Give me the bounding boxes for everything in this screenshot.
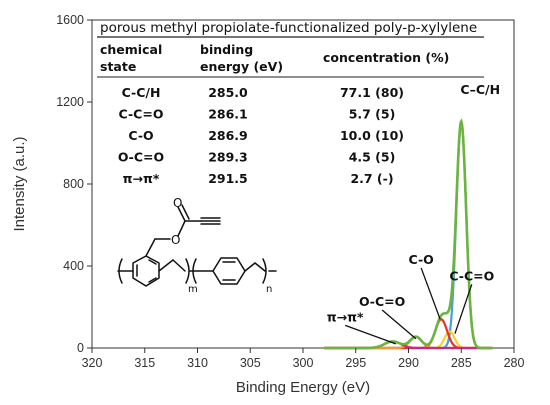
backbone-right-c	[254, 262, 266, 272]
x-tick-label: 305	[240, 356, 261, 370]
header-binding-energy-2: energy (eV)	[200, 59, 283, 74]
header-chemical-state-2: state	[100, 59, 136, 74]
backbone-mid-a	[158, 259, 174, 272]
annotation-label: C-O	[409, 252, 434, 267]
y-axis-label: Intensity (a.u.)	[11, 136, 28, 231]
oxygen-label-carbonyl: O	[173, 196, 182, 210]
annotation-leader	[454, 284, 473, 334]
y-tick-label: 1600	[56, 13, 84, 27]
table-cell: 10.0 (10)	[340, 128, 404, 143]
y-tick-label: 1200	[56, 95, 84, 109]
x-tick-label: 290	[398, 356, 419, 370]
table-cell: 5.7 (5)	[349, 107, 396, 122]
series-line-1	[324, 330, 493, 350]
y-tick-label: 400	[63, 259, 84, 273]
backbone-mid-b	[172, 259, 186, 272]
x-tick-label: 300	[293, 356, 314, 370]
header-chemical-state-1: chemical	[100, 42, 162, 57]
x-axis-label: Binding Energy (eV)	[236, 379, 370, 396]
bracket-m-open	[118, 258, 123, 284]
subscript-n: n	[266, 284, 272, 295]
annotations-layer: C–C/H C-C=O C-O O-C=Oπ→π*	[327, 82, 500, 345]
annotation-label: C-C=O	[449, 268, 494, 283]
table-cell: π→π*	[123, 171, 160, 186]
annotation-label: O-C=O	[359, 294, 405, 309]
series-line-envelope	[324, 118, 493, 350]
table-cell: 291.5	[208, 171, 248, 186]
ch2-bond	[145, 238, 156, 257]
bracket-m-close	[185, 258, 190, 284]
annotation-label: π→π*	[327, 309, 364, 324]
bracket-n-close	[262, 258, 267, 284]
chemical-structure: O O m n	[117, 196, 277, 295]
x-tick-label: 285	[451, 356, 472, 370]
table-rows: C-C/H 285.0 77.1 (80) C-C=O 286.1 5.7 (5) C-O 2…	[118, 85, 404, 186]
x-tick-label: 310	[187, 356, 208, 370]
y-tick-label: 0	[77, 341, 84, 355]
annotation-leader	[420, 267, 441, 320]
table-cell: 289.3	[208, 150, 248, 165]
y-axis: 0 400 800 1200 1600	[56, 13, 92, 355]
x-axis: 320 315 310 305 300 295 290 285 280	[82, 348, 525, 370]
table-cell: C-O	[128, 128, 153, 143]
inset-table: porous methyl propiolate-functionalized …	[97, 20, 484, 186]
annotation-label: C–C/H	[460, 82, 500, 97]
header-concentration: concentration (%)	[323, 50, 449, 65]
table-cell: 285.0	[208, 85, 248, 100]
table-cell: 4.5 (5)	[349, 150, 396, 165]
table-title: porous methyl propiolate-functionalized …	[100, 20, 477, 36]
y-tick-label: 800	[63, 177, 84, 191]
annotation-leader	[344, 324, 397, 345]
subscript-m: m	[188, 284, 198, 295]
x-tick-label: 320	[82, 356, 103, 370]
header-binding-energy-1: binding	[200, 42, 253, 57]
ring-left-double-bond-3	[148, 277, 157, 283]
table-cell: 2.7 (-)	[350, 171, 393, 186]
x-tick-label: 295	[345, 356, 366, 370]
annotation-leader	[381, 309, 417, 340]
table-cell: 77.1 (80)	[340, 85, 404, 100]
oxygen-label-ether: O	[171, 233, 180, 247]
ester-bond	[177, 220, 186, 237]
table-cell: C-C=O	[119, 107, 164, 122]
table-cell: O-C=O	[118, 150, 164, 165]
table-cell: 286.9	[208, 128, 248, 143]
ring-left-double-bond-2	[148, 259, 157, 265]
table-cell: 286.1	[208, 107, 248, 122]
x-tick-label: 280	[504, 356, 525, 370]
backbone-right-b	[244, 262, 256, 272]
carbonyl-bond-b	[181, 204, 190, 220]
carbonyl-bond-a	[177, 206, 186, 222]
x-tick-label: 315	[134, 356, 155, 370]
table-cell: C-C/H	[122, 85, 161, 100]
